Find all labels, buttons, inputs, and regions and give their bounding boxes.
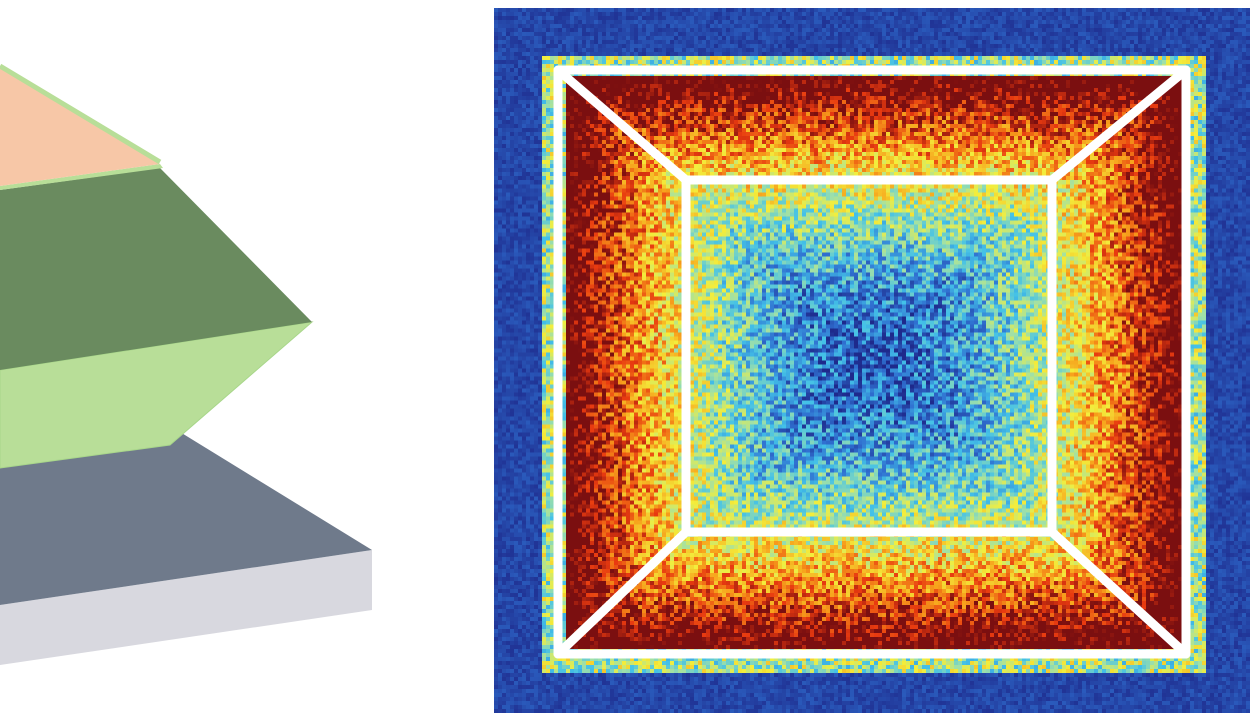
diagonal-bottom-right bbox=[1047, 527, 1191, 659]
pyramid-outline bbox=[553, 65, 1191, 659]
inner-square-outline bbox=[681, 175, 1057, 537]
top-layer-face bbox=[0, 68, 160, 186]
diagonal-bottom-left bbox=[553, 527, 691, 659]
substrate-side-face bbox=[0, 550, 372, 665]
diagonal-top-right bbox=[1047, 65, 1191, 185]
top-layer-rim bbox=[0, 63, 162, 165]
outer-square-outline bbox=[553, 65, 1191, 659]
layered-stack-illustration bbox=[0, 63, 372, 665]
intensity-map-panel bbox=[494, 8, 1250, 713]
substrate-top-face bbox=[0, 432, 372, 605]
middle-layer-top-face bbox=[0, 168, 312, 370]
diagonal-top-left bbox=[553, 65, 691, 185]
middle-layer-edge bbox=[0, 164, 163, 190]
